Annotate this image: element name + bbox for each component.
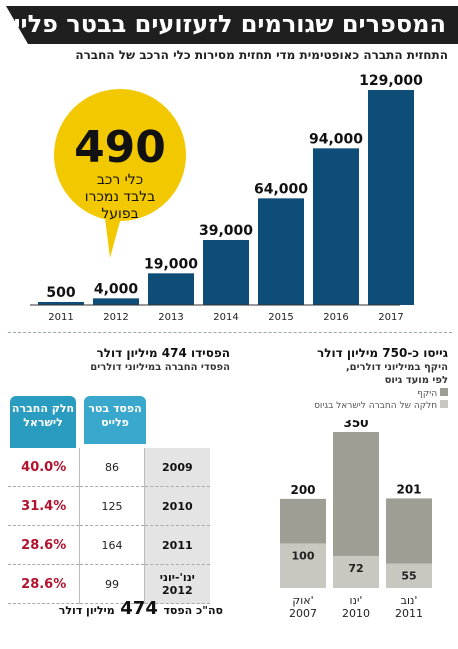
section-divider [8,332,452,333]
title-banner: המספרים שגורמים לזעזועים בבטר פלייס [0,6,458,44]
bar-value-2016: 94,000 [309,131,363,147]
loss-cell: 99 [79,564,145,604]
x-tick-2011: 2011 [48,312,73,323]
x-tick-2014: 2014 [213,312,238,323]
raise-cat-month-2: נוב' [401,594,418,607]
total-prefix: סה"כ הפסד [163,604,223,617]
table-row: 40.0% 86 2009 [8,448,210,487]
raise-subtitle-1: היקף במיליוני דולרים, [345,362,448,373]
legend-swatch-total [440,388,448,396]
callout-line2: בלבד נמכרו [85,189,155,205]
share-cell: 28.6% [8,525,80,565]
x-tick-2016: 2016 [323,312,348,323]
page-subtitle: התחזית התברה כאופטימית מדי תחזית מסירות … [75,48,448,62]
callout-circle [54,89,186,221]
loss-table: 40.0% 86 2009 31.4% 125 2010 28.6% 164 2011 28.6%… [8,448,210,604]
raise-cat-month-0: אוק' [292,594,313,607]
table-row: 28.6% 164 2011 [8,525,210,565]
raise-total-label-2: 201 [396,482,421,496]
loss-cell: 164 [79,525,145,565]
raise-bar-israel-1 [333,555,379,588]
col-header-share: חלק החברה לישראל [10,396,76,448]
share-cell: 40.0% [8,448,80,487]
table-row: 28.6% 99 ינו'-יוני 2012 [8,564,210,604]
legend-swatch-israel [440,400,448,408]
callout-pointer [104,210,122,258]
bar-value-2011: 500 [46,285,75,301]
legend-label-total: היקף [417,389,438,399]
bar-value-2015: 64,000 [254,181,308,197]
total-value: 474 [120,598,158,619]
fundraising-chart: 200 100 אוק'2007 350 72 ינו'2010 201 55 נוב'2011 [280,420,432,620]
raise-total-label-0: 200 [290,483,315,497]
bar-2013 [148,273,194,305]
loss-subtitle: הפסדי החברה במיליוני דולרים [90,362,230,373]
callout-line1: כלי רכב [97,172,143,188]
table-row: 31.4% 125 2010 [8,486,210,526]
loss-cell: 125 [79,486,145,526]
raise-title: גייסו כ-750 מיליון דולר [317,346,448,360]
legend-item-total: היקף [417,388,448,399]
raise-israel-label-1: 72 [348,562,363,575]
bar-value-2013: 19,000 [144,256,198,272]
bar-value-2012: 4,000 [94,281,139,297]
period-cell: 2011 [144,525,210,565]
bar-2012 [93,298,139,305]
raise-israel-label-0: 100 [292,549,315,562]
raise-israel-label-2: 55 [401,569,416,582]
bar-value-2014: 39,000 [199,223,253,239]
page-title: המספרים שגורמים לזעזועים בבטר פלייס [0,10,446,38]
raise-cat-year-2: 2011 [395,607,423,620]
raise-subtitle-2: לפי מועד גיוס [384,375,448,386]
period-cell: 2009 [144,448,210,487]
raise-bar-israel-0 [280,543,326,588]
loss-title: הפסידו 474 מיליון דולר [96,346,230,360]
bar-2016 [313,148,359,305]
loss-total: סה"כ הפסד 474 מיליון דולר [8,598,223,619]
raise-total-label-1: 350 [343,420,368,430]
period-cell: 2010 [144,486,210,526]
x-tick-2013: 2013 [158,312,183,323]
bar-2015 [258,198,304,305]
period-cell: ינו'-יוני 2012 [144,564,210,604]
bar-2014 [203,240,249,305]
share-cell: 31.4% [8,486,80,526]
col-header-loss: הפסד בטר פלייס [84,396,146,444]
raise-bar-israel-2 [386,563,432,588]
bar-2017 [368,90,414,305]
callout-bubble: 490 כלי רכב בלבד נמכרו בפועל [54,89,186,258]
deliveries-chart: 500 4,00019,00039,00064,00094,000129,000 … [30,73,423,323]
legend-item-israel: חלקה של החברה לישראל בגיוס [314,400,448,411]
x-tick-2015: 2015 [268,312,293,323]
callout-line3: בפועל [101,206,138,222]
bar-2011 [38,302,84,305]
bar-value-2017: 129,000 [359,73,423,89]
share-cell: 28.6% [8,564,80,604]
x-tick-2012: 2012 [103,312,128,323]
raise-cat-year-0: 2007 [289,607,317,620]
x-tick-2017: 2017 [378,312,403,323]
raise-cat-month-1: ינו' [350,594,363,607]
legend-label-israel: חלקה של החברה לישראל בגיוס [314,401,438,411]
callout-number: 490 [74,122,166,173]
loss-cell: 86 [79,448,145,487]
total-suffix: מיליון דולר [58,604,115,617]
raise-cat-year-1: 2010 [342,607,370,620]
